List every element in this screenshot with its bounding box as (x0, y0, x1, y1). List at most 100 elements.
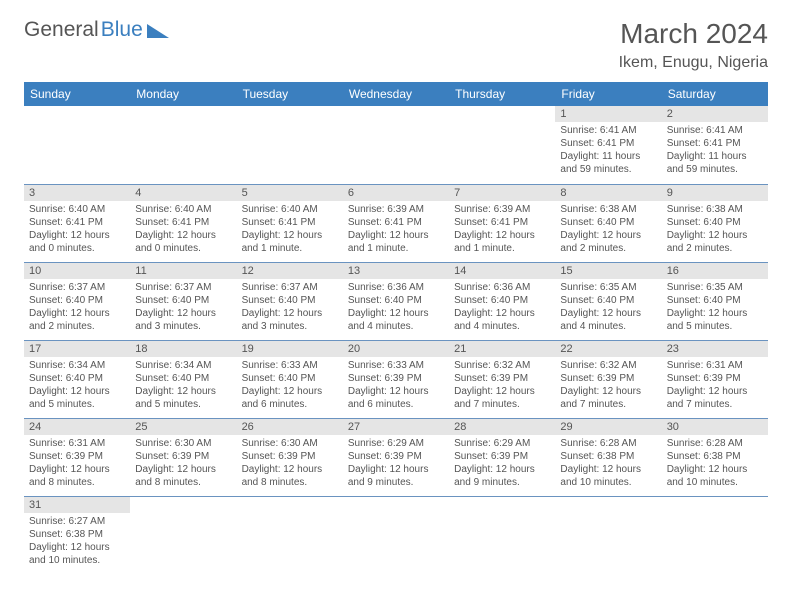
sunrise-text: Sunrise: 6:40 AM (135, 203, 231, 216)
day-number: 26 (237, 419, 343, 435)
day-number: 22 (555, 341, 661, 357)
sunrise-text: Sunrise: 6:37 AM (135, 281, 231, 294)
calendar-day-cell (343, 106, 449, 184)
sunrise-text: Sunrise: 6:41 AM (560, 124, 656, 137)
calendar-week-row: 24Sunrise: 6:31 AMSunset: 6:39 PMDayligh… (24, 418, 768, 496)
day-number: 25 (130, 419, 236, 435)
sunrise-text: Sunrise: 6:36 AM (348, 281, 444, 294)
calendar-day-cell (237, 496, 343, 574)
daylight-text: Daylight: 12 hours and 4 minutes. (560, 307, 656, 333)
calendar-day-cell: 3Sunrise: 6:40 AMSunset: 6:41 PMDaylight… (24, 184, 130, 262)
sunrise-text: Sunrise: 6:40 AM (29, 203, 125, 216)
sunset-text: Sunset: 6:40 PM (242, 294, 338, 307)
day-number: 15 (555, 263, 661, 279)
sunrise-text: Sunrise: 6:30 AM (242, 437, 338, 450)
day-number (343, 106, 449, 110)
day-number: 6 (343, 185, 449, 201)
day-number (24, 106, 130, 110)
daylight-text: Daylight: 12 hours and 2 minutes. (667, 229, 763, 255)
logo: General Blue (24, 18, 169, 42)
logo-text-blue: Blue (101, 18, 143, 42)
calendar-day-cell: 29Sunrise: 6:28 AMSunset: 6:38 PMDayligh… (555, 418, 661, 496)
calendar-day-cell: 7Sunrise: 6:39 AMSunset: 6:41 PMDaylight… (449, 184, 555, 262)
day-number: 2 (662, 106, 768, 122)
calendar-week-row: 10Sunrise: 6:37 AMSunset: 6:40 PMDayligh… (24, 262, 768, 340)
sunrise-text: Sunrise: 6:37 AM (29, 281, 125, 294)
title-block: March 2024 Ikem, Enugu, Nigeria (619, 18, 768, 72)
sunset-text: Sunset: 6:38 PM (29, 528, 125, 541)
day-content: Sunrise: 6:39 AMSunset: 6:41 PMDaylight:… (449, 201, 555, 259)
day-number: 29 (555, 419, 661, 435)
sunset-text: Sunset: 6:41 PM (348, 216, 444, 229)
day-content: Sunrise: 6:38 AMSunset: 6:40 PMDaylight:… (555, 201, 661, 259)
calendar-day-cell (449, 106, 555, 184)
sunrise-text: Sunrise: 6:27 AM (29, 515, 125, 528)
sunset-text: Sunset: 6:39 PM (348, 450, 444, 463)
day-content: Sunrise: 6:34 AMSunset: 6:40 PMDaylight:… (130, 357, 236, 415)
calendar-week-row: 17Sunrise: 6:34 AMSunset: 6:40 PMDayligh… (24, 340, 768, 418)
daylight-text: Daylight: 12 hours and 8 minutes. (135, 463, 231, 489)
daylight-text: Daylight: 12 hours and 5 minutes. (667, 307, 763, 333)
daylight-text: Daylight: 12 hours and 3 minutes. (242, 307, 338, 333)
day-number (130, 497, 236, 501)
calendar-day-cell (662, 496, 768, 574)
day-content: Sunrise: 6:29 AMSunset: 6:39 PMDaylight:… (449, 435, 555, 493)
day-number: 23 (662, 341, 768, 357)
calendar-week-row: 3Sunrise: 6:40 AMSunset: 6:41 PMDaylight… (24, 184, 768, 262)
calendar-day-cell: 21Sunrise: 6:32 AMSunset: 6:39 PMDayligh… (449, 340, 555, 418)
weekday-header: Saturday (662, 82, 768, 106)
sunset-text: Sunset: 6:41 PM (135, 216, 231, 229)
daylight-text: Daylight: 12 hours and 1 minute. (454, 229, 550, 255)
day-content: Sunrise: 6:40 AMSunset: 6:41 PMDaylight:… (130, 201, 236, 259)
calendar-day-cell: 23 Sunrise: 6:31 AMSunset: 6:39 PMDayligh… (662, 340, 768, 418)
sunrise-text: Sunrise: 6:31 AM (667, 359, 763, 372)
day-number (130, 106, 236, 110)
sunset-text: Sunset: 6:39 PM (29, 450, 125, 463)
sunset-text: Sunset: 6:39 PM (667, 372, 763, 385)
sunset-text: Sunset: 6:40 PM (135, 294, 231, 307)
day-number: 16 (662, 263, 768, 279)
day-number: 24 (24, 419, 130, 435)
daylight-text: Daylight: 12 hours and 9 minutes. (454, 463, 550, 489)
day-content: Sunrise: 6:31 AMSunset: 6:39 PMDaylight:… (24, 435, 130, 493)
day-content: Sunrise: 6:36 AMSunset: 6:40 PMDaylight:… (449, 279, 555, 337)
weekday-header-row: Sunday Monday Tuesday Wednesday Thursday… (24, 82, 768, 106)
sunrise-text: Sunrise: 6:39 AM (348, 203, 444, 216)
day-number: 11 (130, 263, 236, 279)
daylight-text: Daylight: 12 hours and 1 minute. (348, 229, 444, 255)
day-number: 13 (343, 263, 449, 279)
day-content: Sunrise: 6:41 AMSunset: 6:41 PMDaylight:… (555, 122, 661, 180)
day-number: 31 (24, 497, 130, 513)
day-content: Sunrise: 6:29 AMSunset: 6:39 PMDaylight:… (343, 435, 449, 493)
day-content: Sunrise: 6:33 AMSunset: 6:40 PMDaylight:… (237, 357, 343, 415)
sunrise-text: Sunrise: 6:35 AM (560, 281, 656, 294)
sunset-text: Sunset: 6:39 PM (135, 450, 231, 463)
sunrise-text: Sunrise: 6:32 AM (560, 359, 656, 372)
weekday-header: Sunday (24, 82, 130, 106)
calendar-day-cell: 17Sunrise: 6:34 AMSunset: 6:40 PMDayligh… (24, 340, 130, 418)
calendar-day-cell (130, 496, 236, 574)
daylight-text: Daylight: 12 hours and 6 minutes. (242, 385, 338, 411)
calendar-day-cell: 30Sunrise: 6:28 AMSunset: 6:38 PMDayligh… (662, 418, 768, 496)
day-number (662, 497, 768, 501)
day-content: Sunrise: 6:35 AMSunset: 6:40 PMDaylight:… (662, 279, 768, 337)
day-number (555, 497, 661, 501)
calendar-day-cell: 8Sunrise: 6:38 AMSunset: 6:40 PMDaylight… (555, 184, 661, 262)
daylight-text: Daylight: 12 hours and 0 minutes. (29, 229, 125, 255)
daylight-text: Daylight: 12 hours and 7 minutes. (667, 385, 763, 411)
sunset-text: Sunset: 6:40 PM (135, 372, 231, 385)
day-number: 1 (555, 106, 661, 122)
calendar-day-cell: 13Sunrise: 6:36 AMSunset: 6:40 PMDayligh… (343, 262, 449, 340)
sunrise-text: Sunrise: 6:37 AM (242, 281, 338, 294)
daylight-text: Daylight: 12 hours and 9 minutes. (348, 463, 444, 489)
calendar-day-cell: 18Sunrise: 6:34 AMSunset: 6:40 PMDayligh… (130, 340, 236, 418)
weekday-header: Thursday (449, 82, 555, 106)
sunrise-text: Sunrise: 6:33 AM (242, 359, 338, 372)
sunrise-text: Sunrise: 6:33 AM (348, 359, 444, 372)
sunset-text: Sunset: 6:40 PM (242, 372, 338, 385)
day-number: 20 (343, 341, 449, 357)
daylight-text: Daylight: 12 hours and 2 minutes. (29, 307, 125, 333)
sunset-text: Sunset: 6:39 PM (560, 372, 656, 385)
day-number: 14 (449, 263, 555, 279)
day-number: 27 (343, 419, 449, 435)
